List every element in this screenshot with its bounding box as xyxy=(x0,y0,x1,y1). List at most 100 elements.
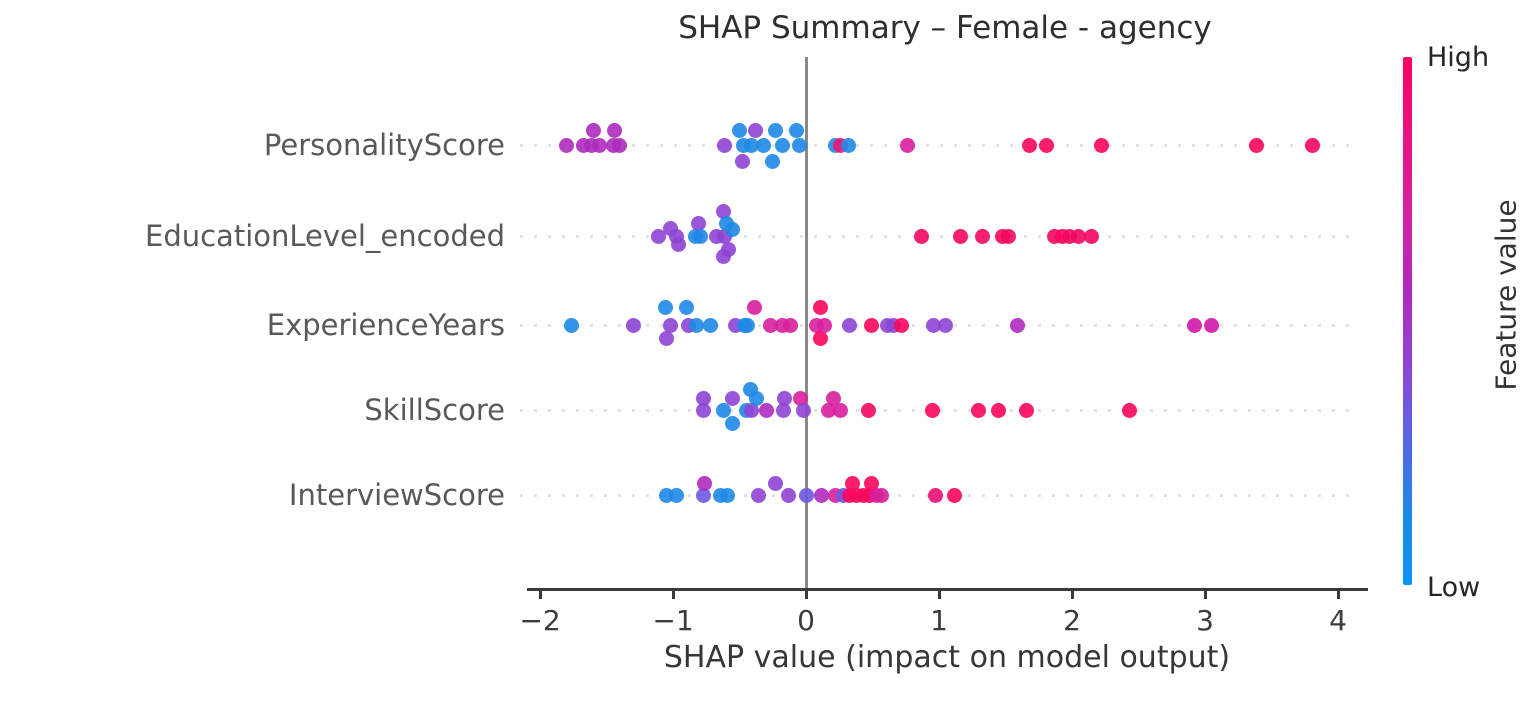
shap-point xyxy=(791,137,807,153)
shap-point xyxy=(861,402,876,418)
colorbar-high-label: High xyxy=(1427,42,1490,73)
shap-point xyxy=(734,153,750,169)
feature-label-PersonalityScore: PersonalityScore xyxy=(263,128,505,162)
shap-point xyxy=(813,330,829,346)
x-axis-tick xyxy=(1071,588,1074,599)
feature-label-EducationLevel_encoded: EducationLevel_encoded xyxy=(145,219,505,253)
shap-point xyxy=(926,317,942,333)
shap-point xyxy=(585,122,601,138)
shap-point xyxy=(696,402,712,418)
shap-point xyxy=(697,475,713,491)
shap-point xyxy=(798,487,814,503)
shap-point xyxy=(1121,402,1137,418)
shap-point xyxy=(669,487,685,503)
shap-point xyxy=(678,299,694,315)
shap-point xyxy=(625,317,641,333)
shap-point xyxy=(813,299,829,315)
feature-label-ExperienceYears: ExperienceYears xyxy=(266,308,505,342)
shap-point xyxy=(1000,228,1016,244)
x-axis-tick xyxy=(672,588,675,599)
shap-point xyxy=(938,317,954,333)
x-tick-label: −1 xyxy=(652,604,694,637)
shap-point xyxy=(762,317,778,333)
shap-point xyxy=(874,487,890,503)
shap-point xyxy=(842,317,858,333)
shap-point xyxy=(1021,137,1037,153)
shap-point xyxy=(650,228,666,244)
shap-point xyxy=(1071,228,1087,244)
feature-value-colorbar xyxy=(1403,57,1412,585)
x-axis-tick xyxy=(1337,588,1340,599)
shap-point xyxy=(777,390,793,406)
shap-point xyxy=(914,228,930,244)
row-gridline xyxy=(520,144,1352,147)
x-axis-tick xyxy=(539,588,542,599)
shap-point xyxy=(817,317,833,333)
shap-point xyxy=(826,390,842,406)
shap-point xyxy=(758,402,774,418)
shap-point xyxy=(716,402,732,418)
shap-point xyxy=(690,215,706,231)
shap-point xyxy=(765,153,781,169)
shap-point xyxy=(1039,137,1055,153)
shap-point xyxy=(657,299,673,315)
shap-point xyxy=(725,415,741,431)
shap-point xyxy=(795,402,811,418)
shap-point xyxy=(975,228,991,244)
shap-point xyxy=(750,487,766,503)
shap-point xyxy=(662,317,678,333)
shap-point xyxy=(845,475,861,491)
shap-point xyxy=(564,317,580,333)
shap-point xyxy=(863,475,879,491)
shap-point xyxy=(716,203,732,219)
shap-point xyxy=(743,137,759,153)
shap-point xyxy=(755,137,771,153)
shap-point xyxy=(1019,402,1035,418)
shap-point xyxy=(606,122,622,138)
shap-point xyxy=(1084,228,1100,244)
x-tick-label: 1 xyxy=(930,604,948,637)
colorbar-low-label: Low xyxy=(1427,572,1481,603)
x-axis-spine xyxy=(527,588,1368,591)
x-axis-tick xyxy=(1204,588,1207,599)
shap-point xyxy=(592,137,608,153)
shap-point xyxy=(702,317,718,333)
shap-point xyxy=(1093,137,1109,153)
feature-label-InterviewScore: InterviewScore xyxy=(288,478,505,512)
shap-point xyxy=(971,402,987,418)
shap-point xyxy=(747,122,763,138)
shap-point xyxy=(1186,317,1202,333)
shap-point xyxy=(721,241,737,257)
shap-point xyxy=(774,137,790,153)
shap-point xyxy=(693,228,709,244)
shap-point xyxy=(732,122,747,138)
shap-point xyxy=(1204,317,1220,333)
shap-point xyxy=(952,228,968,244)
shap-point xyxy=(612,137,628,153)
shap-point xyxy=(746,299,762,315)
shap-point xyxy=(689,317,705,333)
shap-point xyxy=(841,137,857,153)
shap-point xyxy=(833,402,849,418)
feature-label-SkillScore: SkillScore xyxy=(364,393,505,427)
shap-point xyxy=(894,317,910,333)
shap-point xyxy=(814,487,830,503)
shap-point xyxy=(739,317,755,333)
shap-point xyxy=(1249,137,1265,153)
shap-point xyxy=(767,122,783,138)
shap-point xyxy=(775,402,791,418)
x-tick-label: −2 xyxy=(519,604,561,637)
shap-point xyxy=(743,402,759,418)
shap-point xyxy=(749,390,765,406)
shap-point xyxy=(559,137,575,153)
shap-point xyxy=(782,317,798,333)
shap-point xyxy=(991,402,1007,418)
x-tick-label: 0 xyxy=(797,604,815,637)
shap-point xyxy=(1305,137,1321,153)
shap-point xyxy=(717,137,733,153)
shap-point xyxy=(725,221,741,237)
shap-point xyxy=(863,317,879,333)
shap-point xyxy=(899,137,915,153)
x-axis-label: SHAP value (impact on model output) xyxy=(663,640,1231,675)
